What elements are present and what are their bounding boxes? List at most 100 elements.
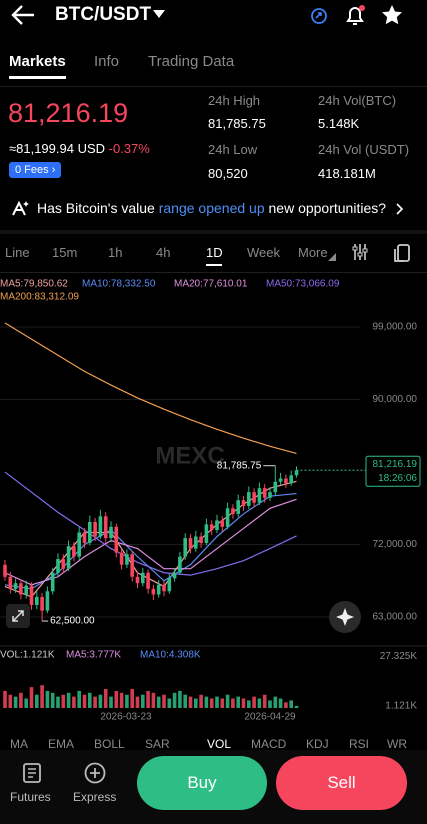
volume-bar [215, 696, 219, 708]
volume-bar [204, 696, 209, 708]
y-tick-label: 99,000.00 [373, 322, 418, 333]
candle-body [93, 521, 97, 537]
volume-bar [141, 694, 145, 708]
pair-title[interactable]: BTC/USDT [55, 4, 152, 25]
candle-body [130, 554, 134, 577]
indicator-tab[interactable]: WR [387, 737, 407, 750]
ma-line [4, 492, 297, 590]
candle-body [156, 584, 161, 595]
indicator-tab[interactable]: RSI [349, 737, 370, 750]
indicator-tab[interactable]: BOLL [94, 737, 125, 750]
volume-bar [8, 694, 13, 708]
ma-legend: MA50:73,066.09 [266, 279, 340, 290]
candle-body [40, 596, 44, 611]
sell-button[interactable]: Sell [276, 756, 407, 810]
timeframe-underline [206, 264, 222, 266]
tab-markets[interactable]: Markets [9, 53, 66, 70]
timeframe[interactable]: 4h [156, 245, 171, 260]
volume-bar [156, 696, 161, 708]
usd-value: ≈81,199.94 USD [9, 141, 106, 156]
candle-body [8, 576, 13, 589]
y-tick-label: 63,000.00 [373, 612, 418, 623]
buy-button[interactable]: Buy [137, 756, 267, 810]
y-tick-label: 72,000.00 [373, 539, 418, 550]
indicator-settings-icon[interactable] [350, 242, 370, 262]
express-icon[interactable] [84, 762, 106, 784]
indicator-tab[interactable]: MA [10, 737, 28, 750]
candle-body [146, 572, 150, 589]
candle-body [45, 591, 50, 611]
banner[interactable]: Has Bitcoin's value range opened up new … [37, 200, 386, 216]
indicator-tab[interactable]: MACD [251, 737, 287, 750]
express-label[interactable]: Express [73, 790, 117, 804]
futures-icon[interactable] [21, 762, 43, 784]
ma-line [4, 471, 297, 576]
change: -0.37% [108, 141, 150, 156]
candle-body [103, 516, 108, 539]
volume-ma-label: MA10:4.308K [140, 650, 201, 661]
stat-value: 5.148K [318, 116, 360, 131]
indicator-tab-active[interactable]: VOL [207, 737, 232, 750]
tab-trading-data[interactable]: Trading Data [148, 53, 235, 70]
timeframe[interactable]: 15m [52, 245, 78, 260]
bell-icon[interactable] [343, 3, 367, 27]
volume-label: VOL:1.121K [0, 650, 55, 661]
volume-bar [72, 696, 76, 708]
indicator-tab[interactable]: SAR [145, 737, 170, 750]
volume-bar [61, 694, 66, 708]
stat-label: 24h Vol(BTC) [318, 93, 397, 108]
ai-icon [12, 200, 29, 216]
timeframe[interactable]: Line [5, 245, 30, 260]
stat-label: 24h Low [208, 142, 258, 157]
candle-body [135, 576, 140, 584]
volume-bar [88, 692, 92, 708]
candle-body [50, 572, 55, 592]
chevron-icon[interactable] [395, 202, 405, 216]
timeframe[interactable]: 1h [108, 245, 123, 260]
indicator-tabs: MA EMA BOLL SAR VOL MACD KDJ RSI WR [0, 736, 427, 750]
volume-bar [231, 698, 235, 708]
fees-badge[interactable]: 0 Fees › [9, 162, 62, 178]
fullscreen-icon[interactable] [393, 242, 413, 264]
volume-bar [13, 696, 18, 708]
candle-body [236, 500, 240, 514]
last-price-label: 81,216.19 [373, 459, 418, 470]
tab-info[interactable]: Info [94, 53, 120, 70]
favorite-icon[interactable] [380, 3, 404, 27]
volume-bar [188, 696, 193, 708]
candle-body [13, 583, 18, 589]
indicator-tab[interactable]: KDJ [306, 737, 329, 750]
futures-label[interactable]: Futures [10, 790, 51, 804]
x-tick-label: 2026-04-29 [244, 712, 296, 723]
volume-bar [19, 692, 23, 708]
timeframe[interactable]: Week [247, 245, 280, 260]
timeframe[interactable]: More [298, 245, 328, 260]
ma-legend: MA200:83,312.09 [0, 292, 79, 303]
back-icon[interactable] [10, 3, 38, 27]
candle-body [114, 526, 119, 553]
volume-bar [151, 692, 156, 708]
volume-bar [24, 698, 28, 708]
stat-value: 80,520 [208, 166, 248, 181]
candle-body [294, 470, 299, 476]
volume-bar [294, 705, 299, 708]
refresh-icon[interactable] [309, 6, 329, 26]
watermark: MEXC [155, 442, 224, 469]
volume-bar [252, 696, 256, 708]
timeframe-active[interactable]: 1D [206, 245, 223, 260]
countdown-label: 18:26:06 [378, 473, 417, 484]
high-marker-label: 81,785.75 [217, 460, 262, 471]
banner-link[interactable]: range opened up [158, 200, 265, 216]
ai-assist-button[interactable] [328, 600, 362, 634]
expand-icon[interactable] [6, 604, 30, 628]
price-usd: ≈81,199.94 USD -0.37% [9, 141, 150, 156]
candle-body [88, 521, 92, 543]
banner-text: new opportunities? [268, 200, 387, 216]
candle-body [278, 478, 283, 482]
candle-body [199, 536, 203, 543]
caret-icon[interactable] [153, 9, 165, 19]
candle-body [241, 500, 246, 506]
indicator-tab[interactable]: EMA [48, 737, 75, 750]
candle-body [262, 488, 267, 498]
